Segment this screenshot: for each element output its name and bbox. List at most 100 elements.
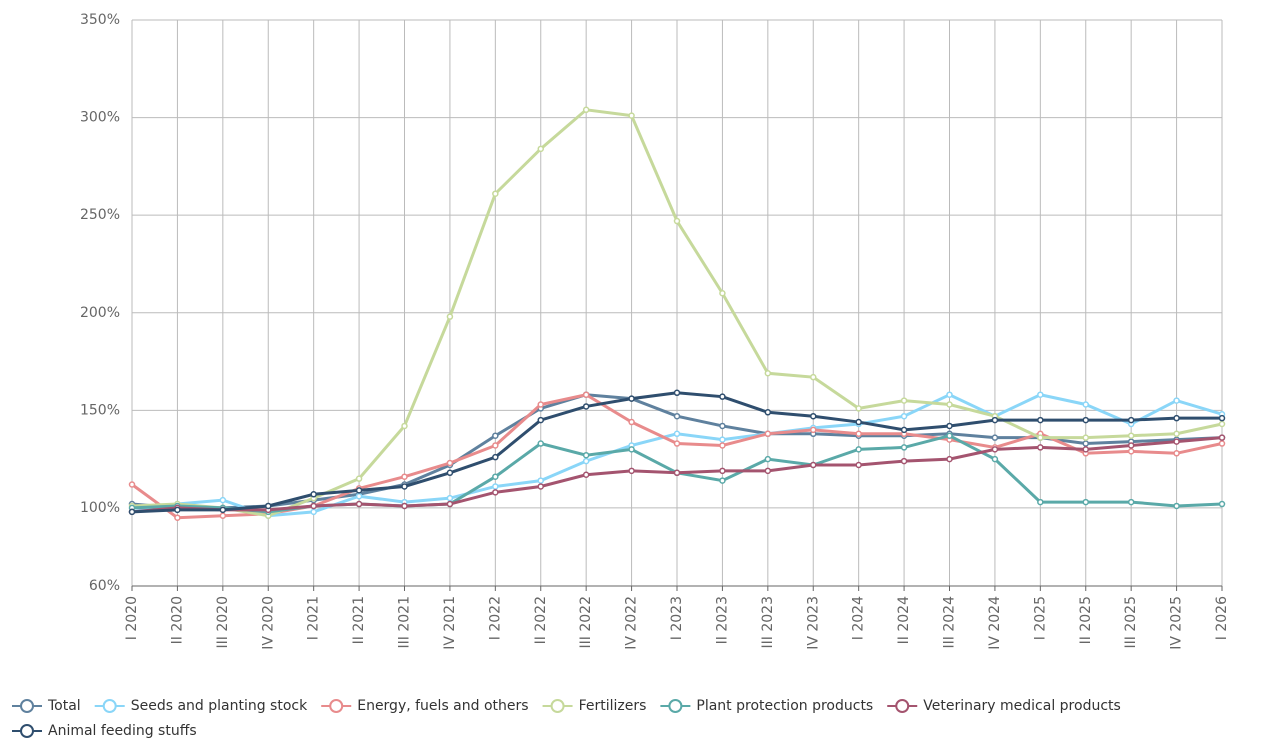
x-tick-label: I 2020 [124, 596, 140, 640]
legend-swatch [550, 699, 565, 713]
data-point [1082, 416, 1089, 424]
data-point [1173, 414, 1180, 422]
data-point [582, 451, 590, 459]
legend-swatch [895, 699, 910, 713]
x-tick-label: III 2024 [942, 596, 958, 649]
x-tick-label: II 2020 [169, 596, 185, 644]
data-point [719, 436, 726, 443]
data-point [492, 473, 499, 480]
x-tick-label: II 2022 [533, 596, 549, 644]
legend-swatch [329, 699, 344, 713]
data-point [1127, 432, 1135, 439]
data-point [537, 483, 544, 490]
x-tick-label: IV 2022 [624, 596, 640, 650]
x-tick-label: II 2023 [714, 596, 730, 644]
data-point [628, 446, 635, 453]
data-point [401, 483, 408, 490]
data-point [673, 440, 681, 447]
data-point [492, 453, 499, 461]
data-point [946, 391, 953, 398]
legend-label: Animal feeding stuffs [48, 723, 197, 739]
data-point [446, 313, 454, 320]
data-point [673, 217, 681, 225]
data-point [764, 370, 772, 377]
data-point [855, 405, 862, 412]
data-point [537, 401, 544, 408]
data-point [1218, 420, 1226, 428]
data-point [1127, 448, 1135, 455]
data-point [764, 409, 772, 416]
data-point [582, 471, 590, 479]
x-tick-label: I 2026 [1214, 596, 1230, 640]
data-point [1127, 416, 1135, 424]
data-point [855, 430, 862, 438]
data-point [401, 502, 408, 510]
data-point [355, 487, 363, 494]
data-point [492, 190, 499, 197]
data-point [991, 434, 999, 441]
x-tick-label: IV 2025 [1169, 596, 1185, 650]
legend-label: Total [47, 698, 81, 714]
data-point [1082, 401, 1089, 408]
data-point [310, 508, 317, 516]
y-tick-label: 350% [80, 12, 120, 28]
data-point [719, 442, 726, 449]
data-point [628, 418, 635, 426]
data-point [492, 489, 499, 496]
x-tick-label: IV 2023 [805, 596, 821, 650]
data-point [582, 457, 590, 465]
data-point [219, 512, 227, 519]
legend-swatch [668, 699, 683, 713]
x-tick-label: III 2021 [397, 596, 413, 648]
data-point [355, 500, 363, 508]
data-point [1037, 498, 1044, 506]
data-point [446, 494, 454, 502]
data-point [855, 461, 862, 469]
legend-item[interactable]: Fertilizers [542, 698, 647, 714]
x-tick-label: II 2025 [1078, 596, 1094, 644]
data-point [219, 506, 227, 514]
x-tick-label: IV 2021 [442, 596, 458, 650]
data-point [719, 289, 726, 297]
data-point [991, 416, 999, 424]
data-point [128, 481, 136, 488]
data-point [1173, 438, 1180, 445]
legend-item[interactable]: Energy, fuels and others [321, 698, 529, 714]
legend-item[interactable]: Plant protection products [660, 698, 873, 714]
legend-item[interactable]: Animal feeding stuffs [12, 723, 197, 739]
legend-item[interactable]: Total [12, 698, 81, 714]
y-tick-label: 60% [89, 578, 120, 594]
data-point [446, 469, 454, 477]
data-point [1218, 440, 1226, 447]
data-point [900, 412, 908, 420]
legend-item[interactable]: Veterinary medical products [887, 698, 1121, 714]
data-point [1173, 502, 1180, 510]
x-tick-label: IV 2020 [260, 596, 276, 650]
data-point [673, 412, 681, 420]
data-point [900, 426, 908, 434]
x-tick-label: III 2023 [760, 596, 776, 648]
data-point [537, 477, 544, 484]
x-tick-label: III 2020 [215, 596, 231, 648]
data-point [1082, 434, 1089, 441]
data-point [446, 500, 454, 508]
data-point [128, 508, 136, 516]
data-point [1037, 391, 1044, 398]
data-point [1127, 498, 1135, 506]
legend-label: Fertilizers [579, 698, 647, 714]
data-point [174, 506, 181, 514]
legend-label: Seeds and planting stock [131, 698, 308, 714]
data-point [537, 416, 544, 424]
data-point [946, 455, 953, 463]
data-point [810, 426, 817, 434]
data-point [810, 412, 817, 420]
data-point [810, 373, 817, 381]
x-tick-label: I 2021 [306, 596, 322, 640]
data-point [673, 430, 681, 438]
legend-label: Energy, fuels and others [357, 698, 528, 714]
legend-item[interactable]: Seeds and planting stock [94, 698, 308, 714]
data-point [1037, 434, 1044, 441]
legend-swatch [102, 699, 117, 713]
data-point [174, 514, 181, 521]
data-point [1127, 442, 1135, 449]
